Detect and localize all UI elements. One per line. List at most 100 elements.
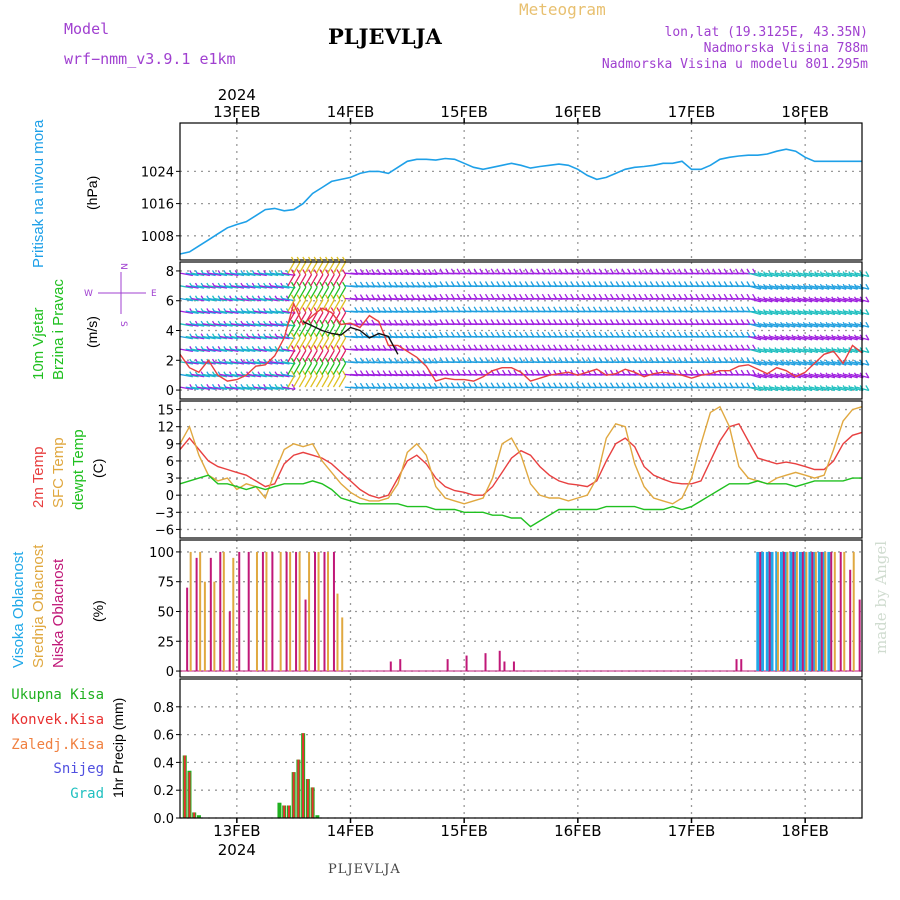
- wind-barb: [259, 386, 273, 390]
- year-label: 2024: [218, 86, 256, 104]
- wind-barb: [833, 348, 847, 354]
- wind-barb: [213, 348, 228, 353]
- wind-barb: [282, 386, 296, 390]
- wind-barb: [231, 373, 245, 378]
- y-tick-label: −6: [155, 523, 174, 538]
- wind-barb: [179, 285, 193, 289]
- wind-barb: [248, 323, 262, 327]
- date-axis-top: 13FEB 14FEB 15FEB 16FEB 17FEB 18FEB 2024: [213, 86, 829, 123]
- cloud-bar: [759, 551, 762, 672]
- wind-barb: [185, 323, 199, 327]
- wind-barb: [298, 274, 307, 287]
- wind-barb: [759, 297, 773, 303]
- wind-barb: [202, 348, 216, 353]
- wind-barb: [759, 348, 773, 354]
- cloud-bar: [271, 551, 274, 672]
- wind-barb: [202, 272, 216, 277]
- wind-barb: [327, 362, 335, 375]
- y-tick-label: 75: [157, 576, 174, 591]
- cloud-bar: [798, 551, 802, 672]
- wind-barb: [259, 373, 273, 378]
- wind-barb: [191, 335, 205, 340]
- wind-barb: [225, 348, 239, 353]
- wind-barb-feather: [307, 281, 313, 288]
- wind-barb: [185, 285, 199, 289]
- y-tick-label: −3: [155, 506, 174, 521]
- date-label: 17FEB: [668, 103, 715, 121]
- wind-barb: [282, 348, 296, 353]
- y-tick-label: 12: [157, 421, 174, 436]
- wind-barb-feather: [325, 269, 330, 275]
- wind-barb-feather: [290, 370, 296, 377]
- wind-barb-feather: [336, 256, 341, 263]
- wind-barb: [202, 297, 216, 302]
- wind-barb-feather: [313, 370, 318, 377]
- wind-barb-feather: [296, 332, 301, 339]
- wind-barb: [219, 310, 233, 315]
- wind-barb-feather: [865, 321, 870, 328]
- wind-barb-feather: [319, 269, 324, 275]
- compass-north-label: N: [118, 263, 128, 270]
- y-tick-label: 1016: [141, 198, 174, 213]
- wind-barb: [304, 324, 313, 337]
- wind-barb: [827, 361, 841, 366]
- wind-barb: [799, 285, 813, 290]
- precip-bar: [315, 815, 320, 818]
- wind-barb: [776, 285, 790, 290]
- precip-bar: [302, 733, 305, 818]
- wind-barb: [776, 323, 790, 328]
- wind-barb: [179, 348, 193, 353]
- wind-barb: [793, 310, 807, 316]
- wind-barb: [298, 337, 307, 350]
- wind-barb: [213, 361, 228, 365]
- cloud-bar: [213, 581, 216, 672]
- wind-barb: [304, 286, 313, 299]
- wind-barb: [236, 348, 250, 353]
- cloud-bar: [323, 551, 326, 672]
- wind-barb: [259, 297, 273, 302]
- y-tick-label: 0.8: [153, 701, 174, 716]
- wind-barb: [338, 286, 347, 299]
- wind-barb: [208, 323, 222, 327]
- wind-barb: [298, 375, 307, 388]
- wind-barb: [265, 335, 279, 340]
- wind-barb: [293, 299, 301, 312]
- cloud-bar: [803, 551, 807, 672]
- y-tick-label: 1024: [141, 165, 174, 180]
- wind-barb: [776, 297, 790, 303]
- wind-barb: [833, 272, 847, 278]
- wind-barb: [765, 323, 779, 328]
- wind-barb: [315, 286, 324, 299]
- wind-barb-feather: [330, 294, 335, 301]
- model-altitude-label: Nadmorska Visina u modelu 801.295m: [601, 57, 868, 72]
- wind-barb: [179, 386, 193, 390]
- panel-frame: [179, 261, 863, 400]
- cloud-bar: [786, 551, 789, 672]
- wind-barb: [332, 274, 341, 287]
- wind-barb-feather: [325, 332, 330, 339]
- panel-background: [180, 540, 862, 677]
- wind-barb: [332, 286, 341, 299]
- wind-barb: [782, 272, 796, 278]
- wind-barb: [804, 272, 818, 278]
- cloud-bar: [285, 551, 288, 672]
- cloud-bar: [503, 661, 506, 672]
- wind-barb: [332, 299, 341, 312]
- wind-barb: [833, 310, 847, 316]
- wind-barb: [304, 299, 313, 312]
- wind-barb: [287, 375, 296, 388]
- wind-barb: [827, 335, 841, 341]
- wind-barb: [185, 272, 199, 277]
- wind-barb: [208, 386, 222, 390]
- precip-frozen-label: Zaledj.Kisa: [11, 737, 104, 753]
- cloud-bar: [782, 551, 785, 672]
- precip-bar: [297, 759, 300, 818]
- wind-barb: [293, 274, 301, 287]
- wind-barb-feather: [336, 307, 341, 313]
- wind-barb: [765, 310, 779, 316]
- panel-frame: [179, 678, 863, 819]
- wind-barb: [253, 323, 267, 327]
- wind-barb: [782, 348, 796, 354]
- wind-barb: [270, 285, 284, 289]
